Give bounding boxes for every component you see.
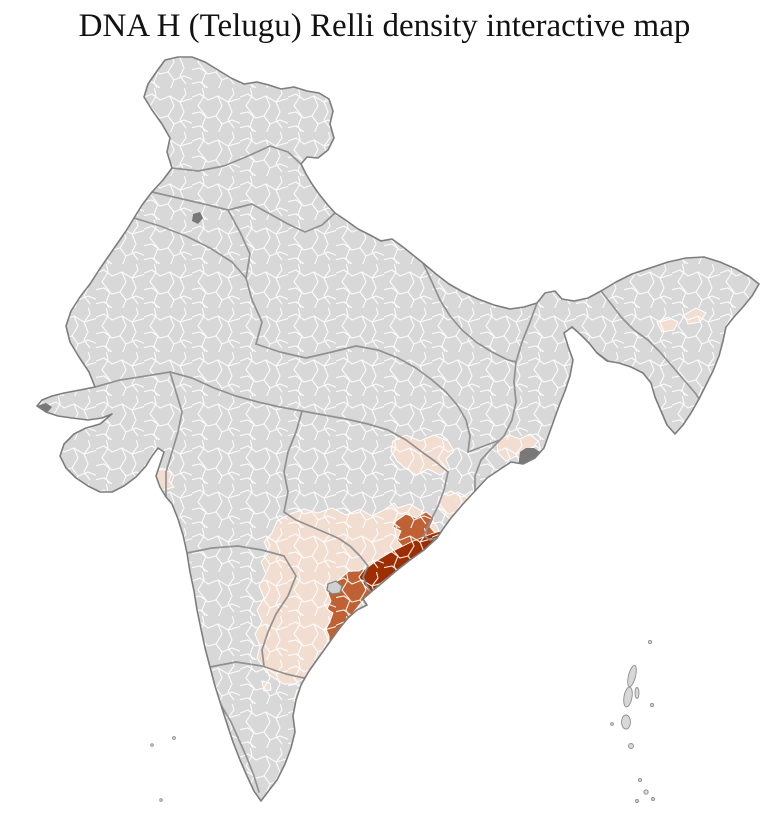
region-south-tn-coast[interactable] [291, 759, 304, 783]
state-borders [94, 145, 700, 793]
punjab-dark-district [192, 212, 203, 224]
hyderabad-district[interactable] [326, 580, 343, 595]
page-title: DNA H (Telugu) Relli density interactive… [78, 8, 691, 44]
lakshadweep-islands [150, 736, 176, 802]
andaman-nicobar-islands [610, 639, 655, 803]
